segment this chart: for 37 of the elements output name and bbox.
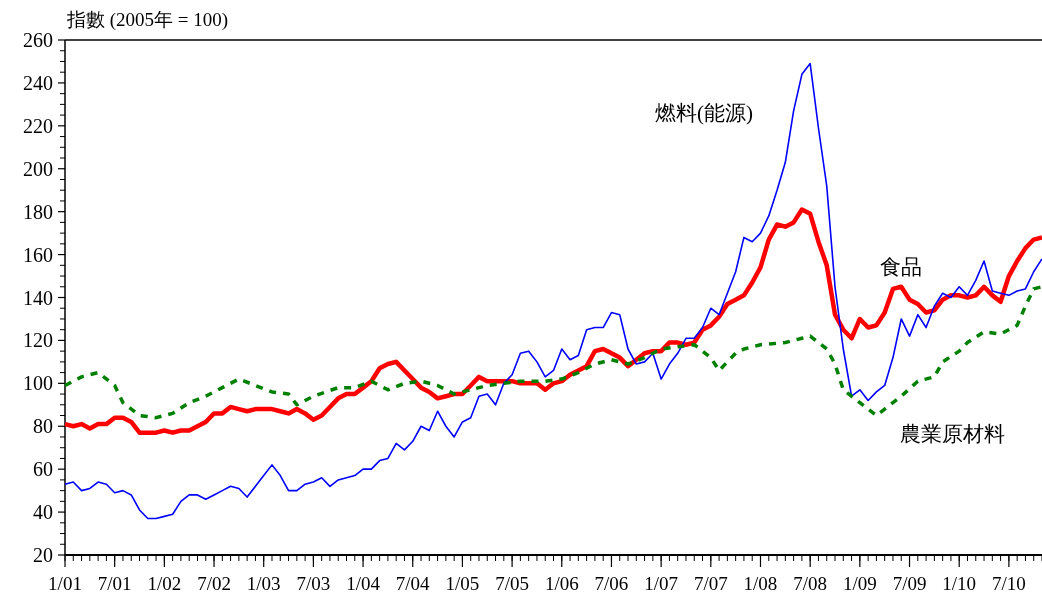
x-tick-label: 7/02 bbox=[197, 573, 231, 594]
y-tick-label: 200 bbox=[23, 157, 53, 180]
x-tick-label: 7/09 bbox=[892, 573, 927, 594]
y-tick-label: 120 bbox=[23, 329, 53, 352]
x-tick-label: 7/05 bbox=[495, 573, 529, 594]
x-tick-label: 1/03 bbox=[246, 573, 281, 594]
x-tick-label: 7/08 bbox=[793, 573, 828, 594]
y-tick-label: 180 bbox=[23, 200, 53, 223]
x-tick-label: 1/09 bbox=[842, 573, 877, 594]
x-tick-label: 7/01 bbox=[97, 573, 132, 594]
x-tick-label: 7/10 bbox=[991, 573, 1026, 594]
series-label: 農業原材料 bbox=[900, 422, 1005, 446]
x-tick-label: 1/01 bbox=[48, 573, 82, 594]
y-tick-label: 260 bbox=[23, 29, 53, 51]
y-tick-label: 60 bbox=[33, 458, 53, 481]
x-tick-label: 1/07 bbox=[644, 573, 679, 594]
y-tick-label: 100 bbox=[23, 372, 53, 395]
series-label: 燃料(能源) bbox=[655, 101, 753, 125]
x-tick-label: 1/06 bbox=[544, 573, 579, 594]
y-tick-label: 80 bbox=[33, 415, 53, 438]
x-tick-label: 1/08 bbox=[743, 573, 778, 594]
x-tick-label: 1/02 bbox=[147, 573, 182, 594]
x-tick-label: 7/06 bbox=[594, 573, 629, 594]
series-label: 食品 bbox=[880, 255, 922, 279]
x-tick-label: 7/07 bbox=[693, 573, 728, 594]
x-tick-label: 7/04 bbox=[395, 573, 431, 594]
y-tick-label: 160 bbox=[23, 243, 53, 266]
x-tick-label: 1/05 bbox=[445, 573, 480, 594]
y-tick-label: 20 bbox=[33, 544, 53, 566]
x-tick-label: 7/03 bbox=[296, 573, 331, 594]
y-tick-label: 140 bbox=[23, 286, 53, 309]
x-tick-label: 1/04 bbox=[346, 573, 381, 594]
y-tick-label: 220 bbox=[23, 114, 53, 137]
y-tick-label: 40 bbox=[33, 501, 53, 524]
y-tick-label: 240 bbox=[23, 71, 53, 94]
y-axis-title: 指數 (2005年 = 100) bbox=[66, 9, 229, 31]
x-tick-label: 1/10 bbox=[942, 573, 977, 594]
